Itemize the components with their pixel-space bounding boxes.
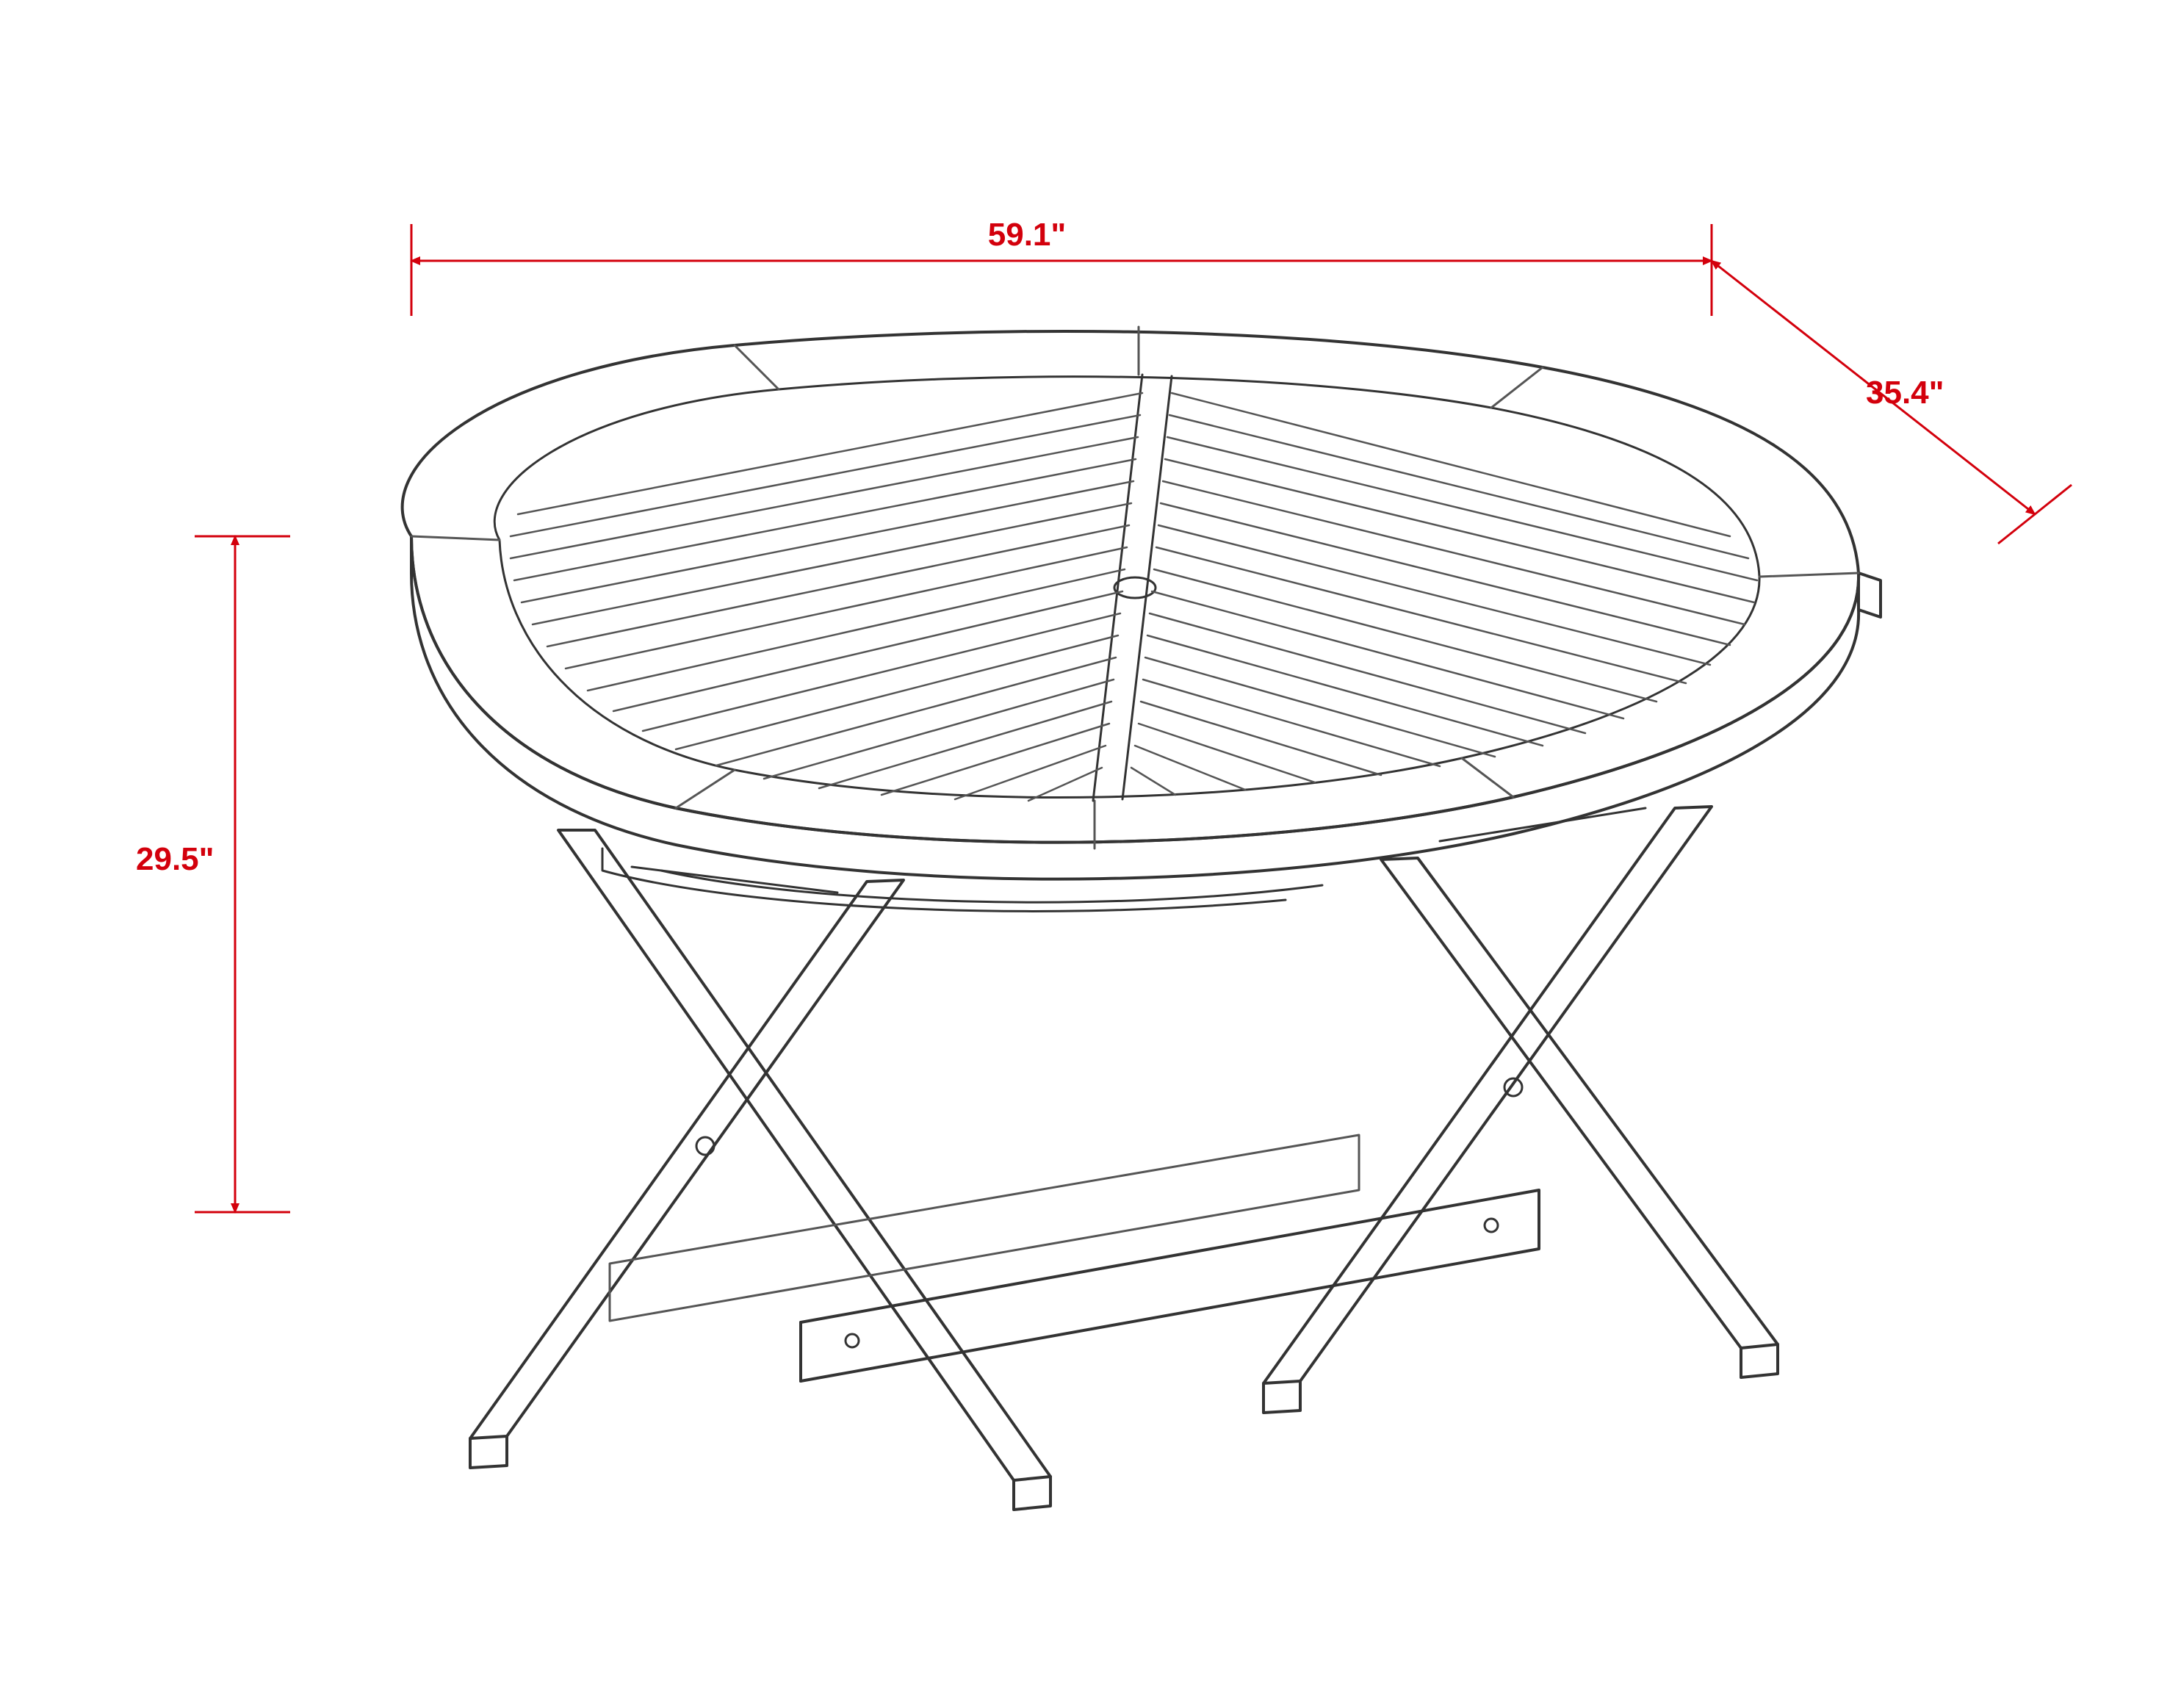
dimension-lines (0, 0, 2170, 1708)
dim-length-label: 59.1" (988, 217, 1067, 253)
diagram-canvas: 59.1" 35.4" 29.5" (0, 0, 2170, 1708)
dim-width-label: 35.4" (1866, 375, 1944, 411)
dim-height-label: 29.5" (136, 841, 215, 878)
